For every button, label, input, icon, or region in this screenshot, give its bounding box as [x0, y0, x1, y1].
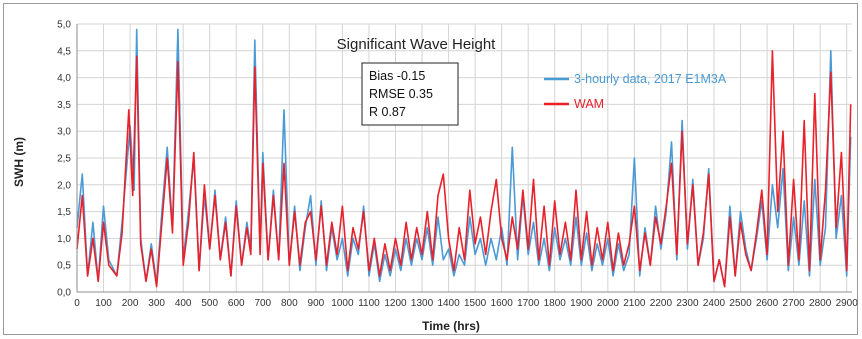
- series-layer: [76, 28, 852, 288]
- x-tick-label: 2100: [623, 298, 646, 309]
- x-tick-label: 500: [201, 298, 218, 309]
- y-tick-label: 4,5: [57, 46, 71, 57]
- swh-line-chart: 0,0 0,5 1,0 1,5 2,0 2,5 3,0 3,5 4,0 4,5 5,0 0 100 200…: [12, 20, 858, 334]
- y-tick-label: 1,5: [57, 207, 71, 218]
- x-tick-label: 2400: [703, 298, 726, 309]
- x-tick-label: 1600: [491, 298, 514, 309]
- x-axis-title: Time (hrs): [422, 319, 480, 333]
- x-tick-label: 400: [175, 298, 192, 309]
- x-tick-label: 2300: [676, 298, 699, 309]
- y-tick-label: 3,5: [57, 100, 71, 111]
- x-tick-label: 1300: [411, 298, 434, 309]
- x-tick-label: 1900: [570, 298, 593, 309]
- x-tick-label: 2800: [809, 298, 832, 309]
- x-tick-label: 1200: [384, 298, 407, 309]
- y-tick-label: 3,0: [57, 127, 71, 138]
- axes: 0,0 0,5 1,0 1,5 2,0 2,5 3,0 3,5 4,0 4,5 5,0 0 100 200…: [57, 20, 858, 310]
- x-tick-label: 2600: [756, 298, 779, 309]
- stats-box-frame: [361, 62, 459, 126]
- x-tick-label: 700: [254, 298, 271, 309]
- x-tick-label: 1700: [517, 298, 540, 309]
- x-tick-label: 2700: [782, 298, 805, 309]
- x-tick-label: 1400: [437, 298, 460, 309]
- x-tick-label: 800: [281, 298, 298, 309]
- y-tick-label: 2,0: [57, 180, 71, 191]
- x-tick-label: 1000: [331, 298, 354, 309]
- x-tick-label: 1800: [544, 298, 567, 309]
- stats-rmse: RMSE 0.35: [369, 87, 433, 101]
- stats-bias: Bias -0.15: [369, 69, 425, 83]
- x-tick-label: 600: [228, 298, 245, 309]
- x-tick-label: 1500: [464, 298, 487, 309]
- x-tick-label: 300: [148, 298, 165, 309]
- x-tick-label: 2500: [729, 298, 752, 309]
- x-tick-label: 2200: [650, 298, 673, 309]
- legend-label-observed: 3-hourly data, 2017 E1M3A: [574, 72, 727, 86]
- legend-label-wam: WAM: [574, 97, 604, 111]
- x-tick-label: 2900: [836, 298, 859, 309]
- y-tick-label: 0,5: [57, 261, 71, 272]
- x-tick-label: 900: [308, 298, 325, 309]
- x-tick-label: 100: [95, 298, 112, 309]
- legend: 3-hourly data, 2017 E1M3A WAM: [544, 72, 727, 111]
- y-tick-label: 0,0: [57, 288, 71, 299]
- chart-title: Significant Wave Height: [337, 36, 497, 53]
- y-tick-label: 4,0: [57, 73, 71, 84]
- stats-box: Bias -0.15 RMSE 0.35 R 0.87: [361, 62, 459, 126]
- y-tick-label: 5,0: [57, 20, 71, 31]
- x-tick-label: 0: [74, 298, 80, 309]
- y-axis-title: SWH (m): [12, 137, 26, 187]
- y-tick-label: 1,0: [57, 234, 71, 245]
- series-line-1: [76, 49, 852, 288]
- stats-r: R 0.87: [369, 105, 406, 119]
- x-tick-label: 2000: [597, 298, 620, 309]
- x-tick-label: 200: [122, 298, 139, 309]
- x-tick-label: 1100: [358, 298, 380, 309]
- chart-frame: 0,0 0,5 1,0 1,5 2,0 2,5 3,0 3,5 4,0 4,5 5,0 0 100 200…: [3, 3, 858, 335]
- y-tick-label: 2,5: [57, 154, 71, 165]
